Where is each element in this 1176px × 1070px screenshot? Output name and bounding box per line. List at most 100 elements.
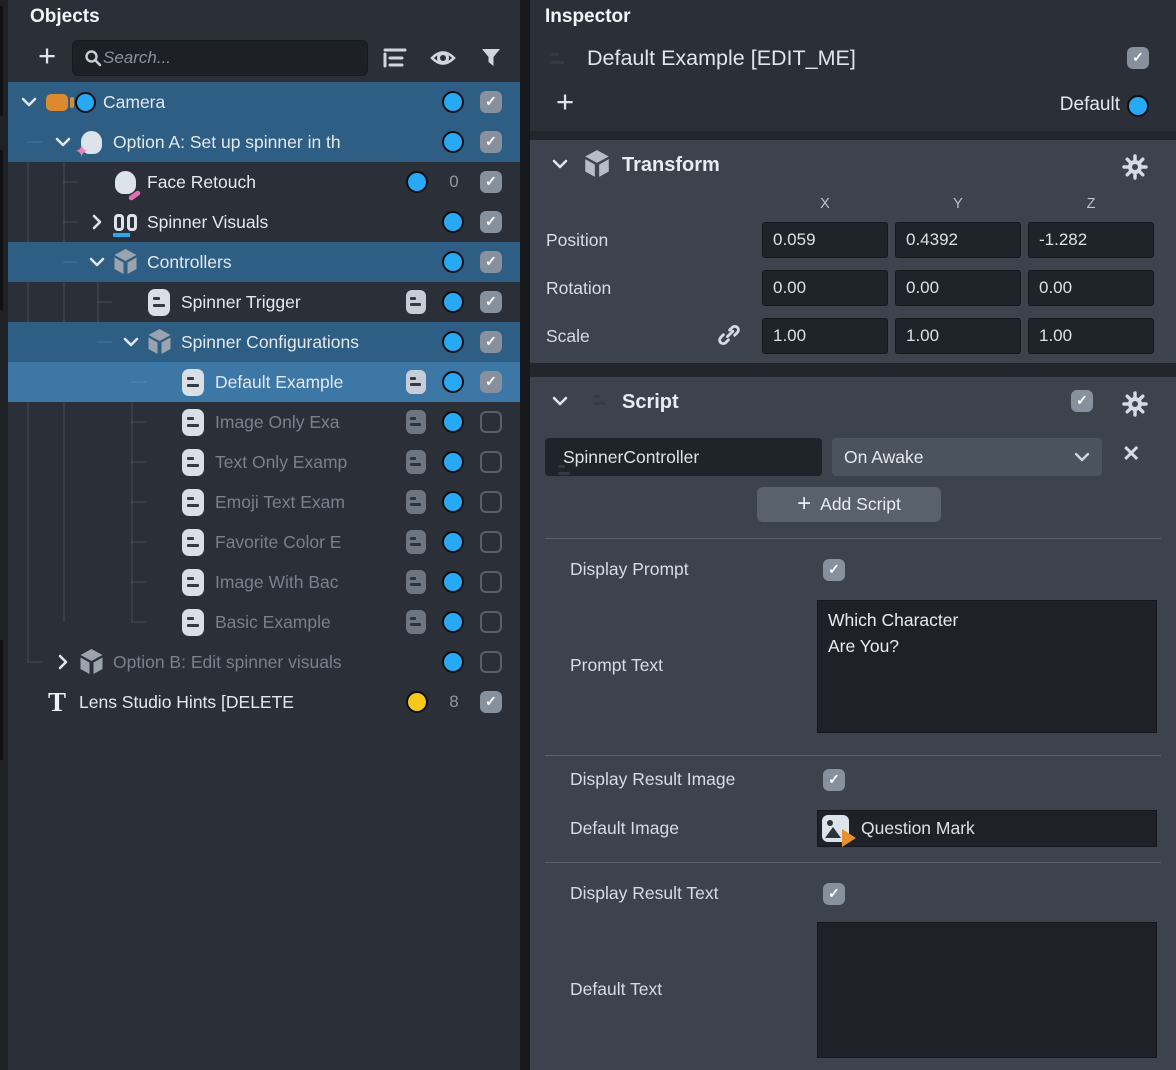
visibility-dot[interactable]	[406, 171, 428, 193]
eye-icon[interactable]	[430, 46, 456, 70]
enabled-checkbox[interactable]	[480, 131, 502, 153]
chevron-down-icon[interactable]	[552, 158, 568, 170]
position-x-input[interactable]: 0.059	[762, 222, 888, 258]
rotation-y-input[interactable]: 0.00	[895, 270, 1021, 306]
tree-row-emoji-text-example[interactable]: Emoji Text Exam	[8, 482, 520, 522]
tree-row-option-a[interactable]: ✦ Option A: Set up spinner in th	[8, 122, 520, 162]
tree-row-controllers[interactable]: Controllers	[8, 242, 520, 282]
tree-row-image-with-background-example[interactable]: Image With Bac	[8, 562, 520, 602]
display-prompt-checkbox[interactable]	[823, 559, 845, 581]
prompt-text-input[interactable]: Which Character Are You?	[817, 600, 1157, 733]
visibility-dot[interactable]	[442, 211, 464, 233]
tree-row-face-retouch[interactable]: Face Retouch 0	[8, 162, 520, 202]
chevron-down-icon[interactable]	[16, 90, 42, 114]
rotation-x-input[interactable]: 0.00	[762, 270, 888, 306]
enabled-checkbox[interactable]	[480, 571, 502, 593]
visibility-dot[interactable]	[442, 411, 464, 433]
layer-label[interactable]: Default	[1059, 94, 1120, 115]
gear-icon[interactable]	[1122, 391, 1148, 417]
enabled-checkbox[interactable]	[480, 411, 502, 433]
chevron-down-icon[interactable]	[552, 395, 568, 407]
tree-row-basic-example[interactable]: Basic Example	[8, 602, 520, 642]
tree-row-spinner-visuals[interactable]: Spinner Visuals	[8, 202, 520, 242]
remove-script-icon[interactable]: ✕	[1122, 441, 1141, 466]
add-component-button[interactable]: +	[550, 86, 580, 120]
position-z-input[interactable]: -1.282	[1028, 222, 1154, 258]
object-enabled-checkbox[interactable]	[1127, 47, 1149, 69]
script-component-field[interactable]: SpinnerController	[545, 438, 822, 476]
visibility-dot[interactable]	[442, 131, 464, 153]
tree-row-image-only-example[interactable]: Image Only Exa	[8, 402, 520, 442]
script-badge-icon[interactable]	[406, 610, 426, 634]
filter-icon[interactable]	[478, 46, 504, 70]
visibility-dot[interactable]	[442, 291, 464, 313]
search-box[interactable]	[72, 40, 368, 76]
tree-row-default-example[interactable]: Default Example	[8, 362, 520, 402]
script-badge-icon[interactable]	[406, 370, 426, 394]
enabled-checkbox[interactable]	[480, 451, 502, 473]
chevron-right-icon[interactable]	[84, 210, 110, 234]
tree-row-text-only-example[interactable]: Text Only Examp	[8, 442, 520, 482]
outline-view-icon[interactable]	[382, 46, 408, 70]
layer-dot[interactable]	[1127, 95, 1149, 117]
visibility-dot[interactable]	[442, 531, 464, 553]
panel-divider[interactable]	[520, 0, 530, 1070]
visibility-dot[interactable]	[442, 331, 464, 353]
enabled-checkbox[interactable]	[480, 651, 502, 673]
enabled-checkbox[interactable]	[480, 91, 502, 113]
tree-row-camera[interactable]: Camera	[8, 82, 520, 122]
enabled-checkbox[interactable]	[480, 531, 502, 553]
enabled-checkbox[interactable]	[480, 371, 502, 393]
default-text-input[interactable]	[817, 922, 1157, 1058]
enabled-checkbox[interactable]	[480, 491, 502, 513]
default-image-field[interactable]: Question Mark	[817, 810, 1157, 847]
chevron-down-icon[interactable]	[118, 330, 144, 354]
visibility-dot[interactable]	[442, 451, 464, 473]
enabled-checkbox[interactable]	[480, 251, 502, 273]
tree-row-favorite-color-example[interactable]: Favorite Color E	[8, 522, 520, 562]
gear-icon[interactable]	[1122, 154, 1148, 180]
enabled-checkbox[interactable]	[480, 331, 502, 353]
scale-y-input[interactable]: 1.00	[895, 318, 1021, 354]
visibility-dot[interactable]	[442, 571, 464, 593]
visibility-dot[interactable]	[442, 251, 464, 273]
add-script-button[interactable]: + Add Script	[757, 487, 941, 522]
scale-x-input[interactable]: 1.00	[762, 318, 888, 354]
position-y-input[interactable]: 0.4392	[895, 222, 1021, 258]
script-section: Script SpinnerController On Awake ✕ + Ad…	[530, 377, 1176, 1070]
warning-dot[interactable]	[406, 691, 428, 713]
default-image-value: Question Mark	[861, 818, 975, 838]
script-badge-icon[interactable]	[406, 570, 426, 594]
enabled-checkbox[interactable]	[480, 691, 502, 713]
tree-row-lens-studio-hints[interactable]: T Lens Studio Hints [DELETE 8	[8, 682, 520, 722]
visibility-dot[interactable]	[442, 91, 464, 113]
visibility-dot[interactable]	[442, 491, 464, 513]
script-badge-icon[interactable]	[406, 410, 426, 434]
chevron-down-icon[interactable]	[50, 130, 76, 154]
link-scale-icon[interactable]	[716, 322, 742, 348]
script-enabled-checkbox[interactable]	[1071, 390, 1093, 412]
chevron-down-icon[interactable]	[84, 250, 110, 274]
tree-row-spinner-configurations[interactable]: Spinner Configurations	[8, 322, 520, 362]
search-input[interactable]	[103, 48, 357, 68]
display-result-image-checkbox[interactable]	[823, 769, 845, 791]
scale-z-input[interactable]: 1.00	[1028, 318, 1154, 354]
visibility-dot[interactable]	[442, 651, 464, 673]
script-badge-icon[interactable]	[406, 530, 426, 554]
script-badge-icon[interactable]	[406, 450, 426, 474]
enabled-checkbox[interactable]	[480, 211, 502, 233]
visibility-dot[interactable]	[442, 371, 464, 393]
enabled-checkbox[interactable]	[480, 291, 502, 313]
script-badge-icon[interactable]	[406, 290, 426, 314]
rotation-z-input[interactable]: 0.00	[1028, 270, 1154, 306]
tree-row-spinner-trigger[interactable]: Spinner Trigger	[8, 282, 520, 322]
display-result-text-checkbox[interactable]	[823, 883, 845, 905]
script-badge-icon[interactable]	[406, 490, 426, 514]
visibility-dot[interactable]	[442, 611, 464, 633]
tree-row-option-b[interactable]: Option B: Edit spinner visuals	[8, 642, 520, 682]
add-object-button[interactable]: +	[32, 40, 62, 74]
enabled-checkbox[interactable]	[480, 171, 502, 193]
enabled-checkbox[interactable]	[480, 611, 502, 633]
call-time-dropdown[interactable]: On Awake	[832, 438, 1102, 476]
chevron-right-icon[interactable]	[50, 650, 76, 674]
